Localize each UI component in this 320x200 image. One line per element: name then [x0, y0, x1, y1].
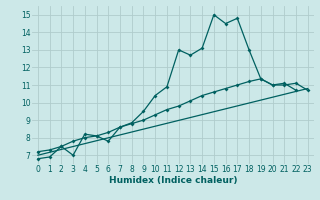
- X-axis label: Humidex (Indice chaleur): Humidex (Indice chaleur): [108, 176, 237, 185]
